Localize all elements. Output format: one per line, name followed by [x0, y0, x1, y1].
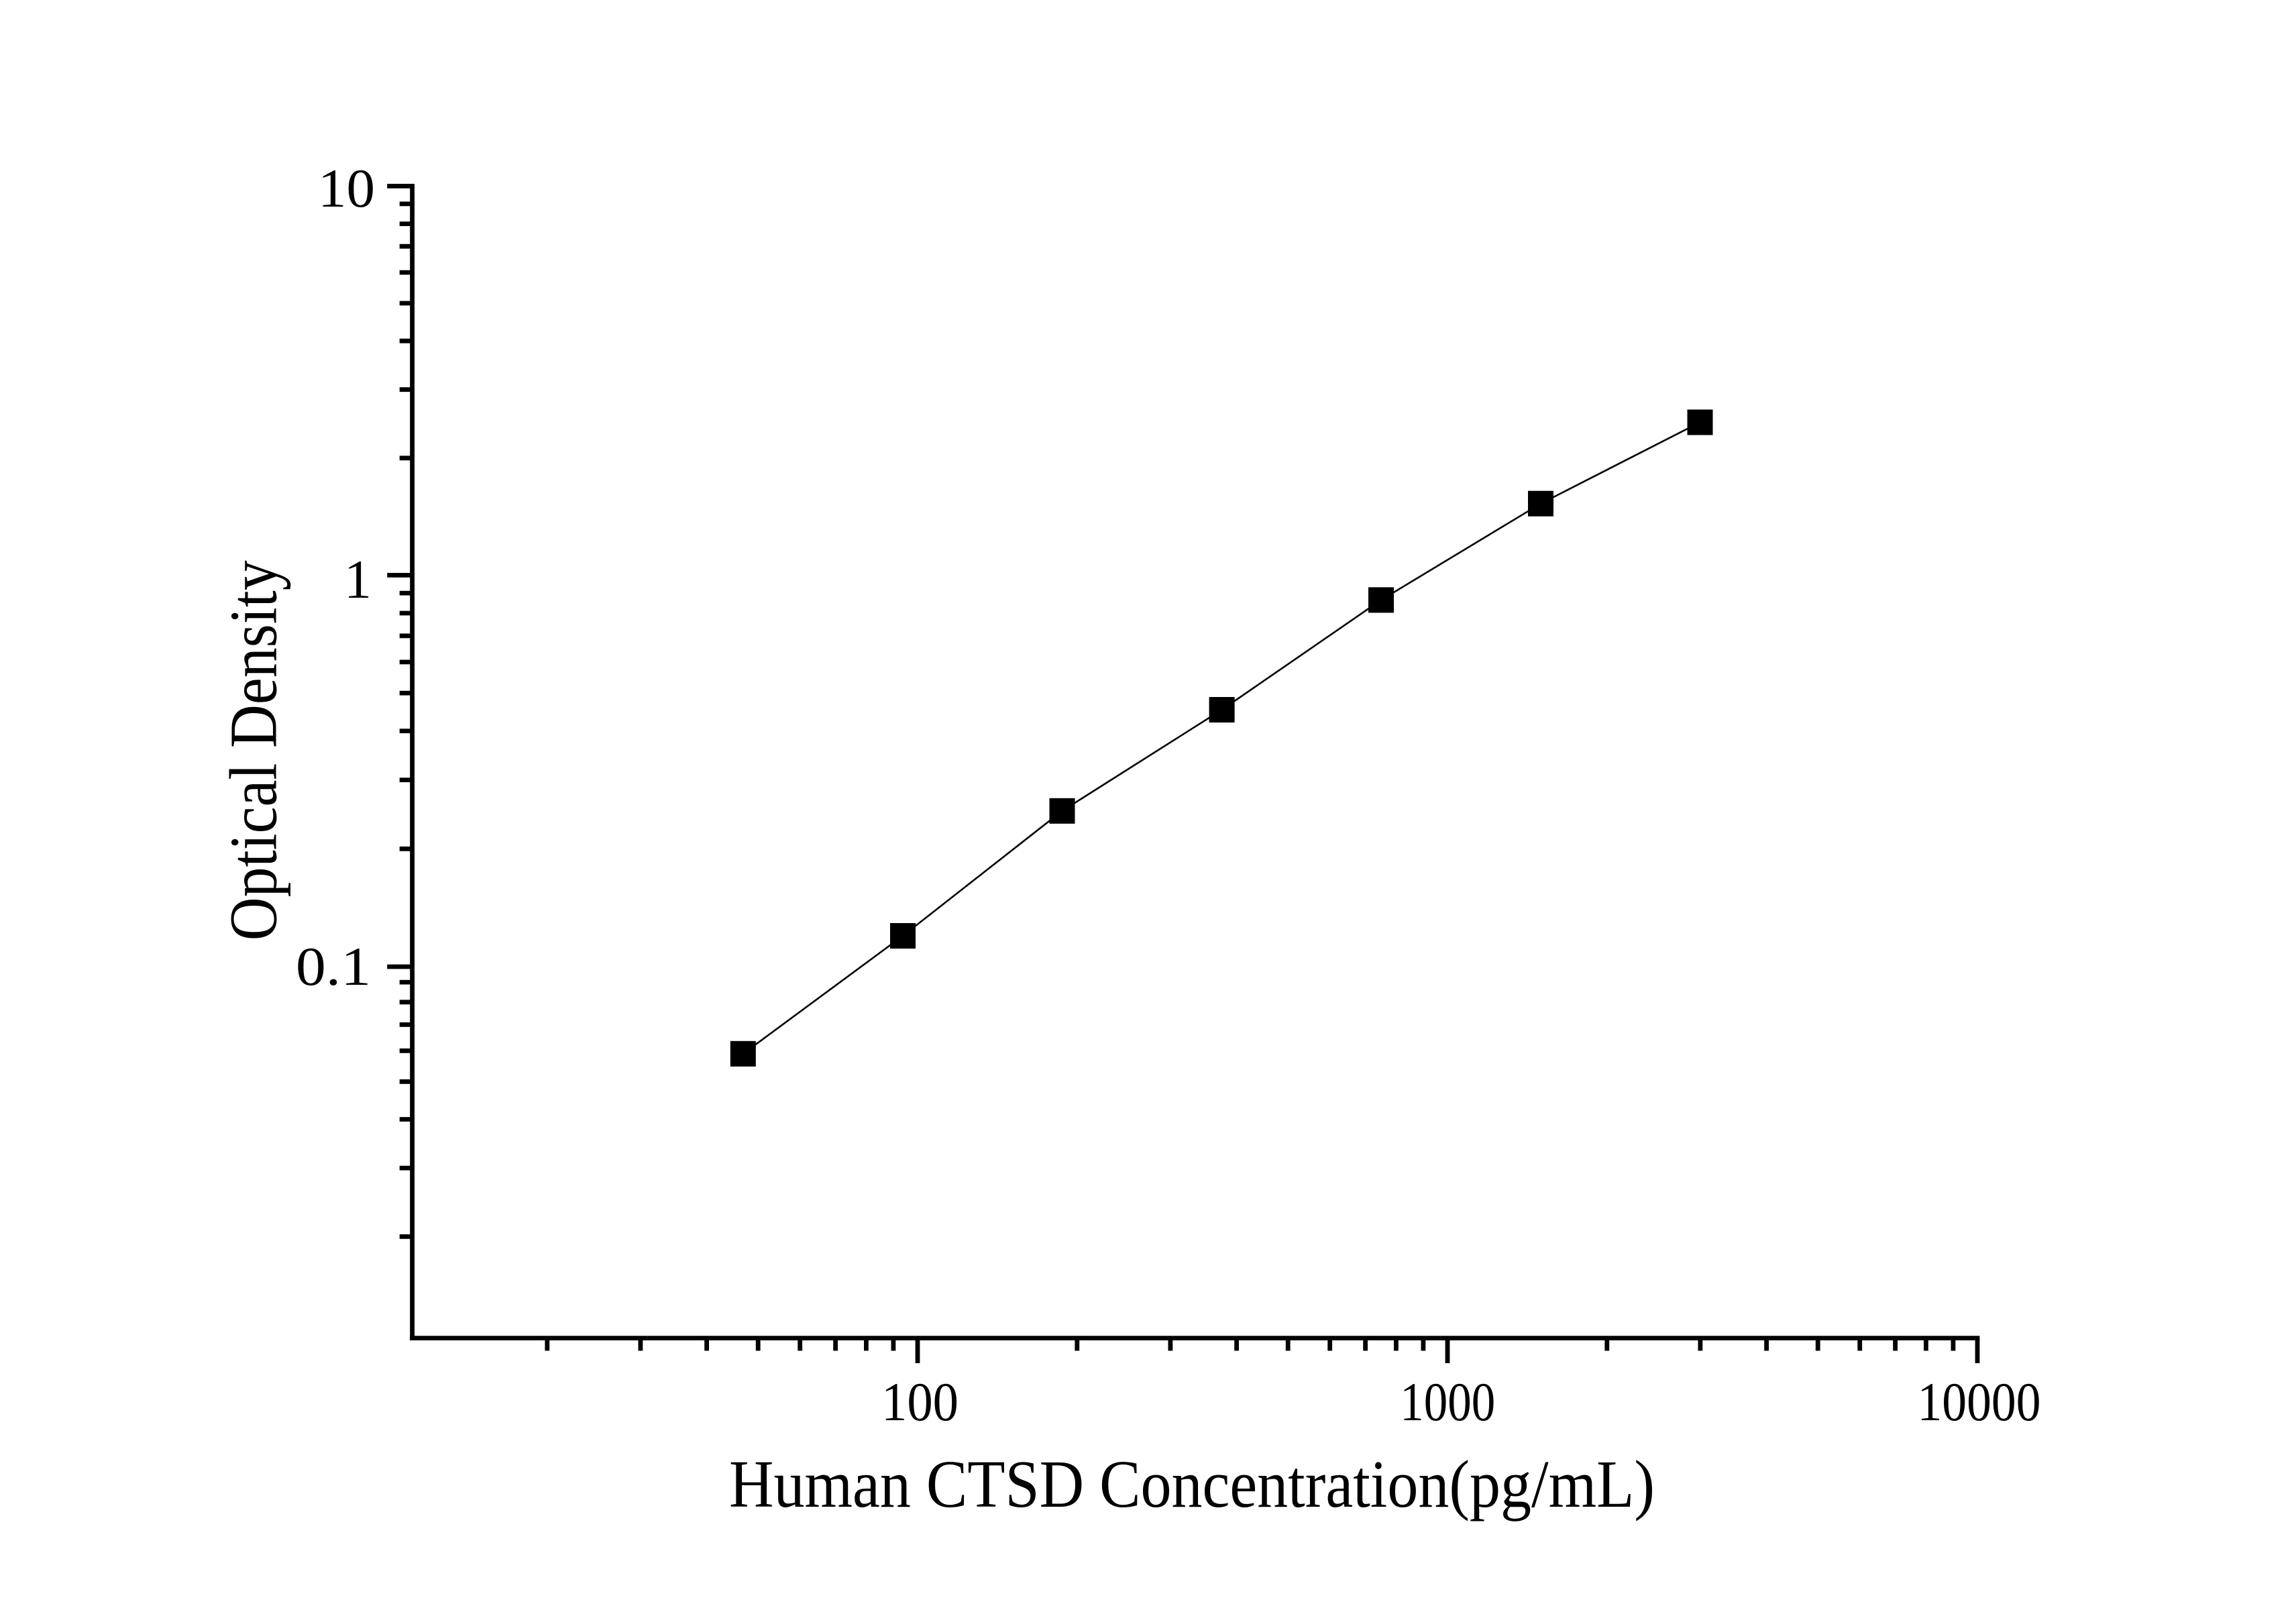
svg-text:100: 100	[881, 1371, 959, 1432]
svg-text:Optical Density: Optical Density	[216, 560, 291, 941]
svg-text:Human CTSD Concentration(pg/mL: Human CTSD Concentration(pg/mL)	[729, 1446, 1655, 1521]
svg-text:1: 1	[344, 549, 372, 610]
svg-text:10: 10	[318, 158, 375, 219]
svg-text:10000: 10000	[1918, 1371, 2041, 1432]
svg-text:1000: 1000	[1400, 1371, 1495, 1432]
svg-text:0.1: 0.1	[296, 936, 371, 997]
